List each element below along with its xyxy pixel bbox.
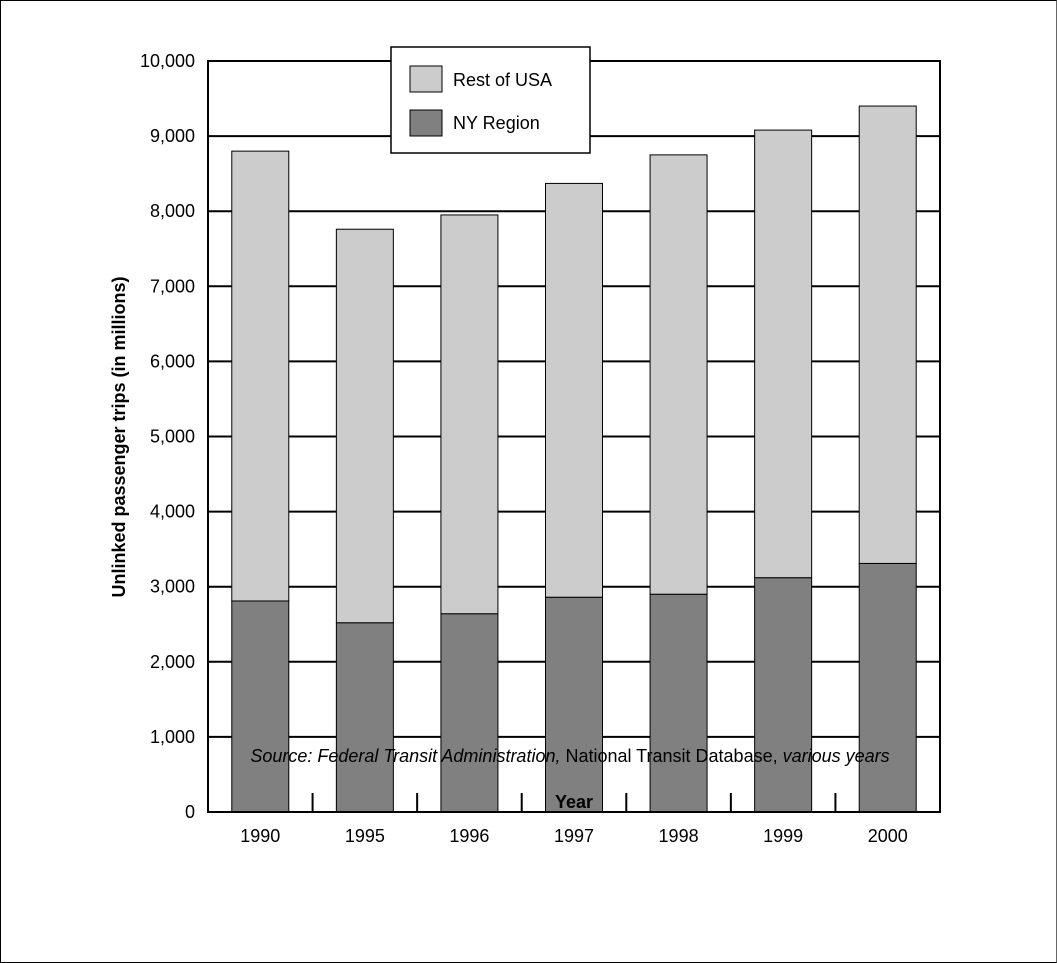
source-note: Source: Federal Transit Administration, … [0, 746, 1057, 767]
y-tick-label: 7,000 [150, 276, 195, 296]
x-tick-label: 1995 [345, 826, 385, 846]
y-axis-ticks: 0 1,000 2,000 3,000 4,000 5,000 6,000 7,000 8,00… [140, 51, 195, 822]
bar-rest-of-usa-1999 [754, 129, 813, 579]
bar-ny-region-1996 [440, 613, 499, 813]
x-tick-label: 1990 [240, 826, 280, 846]
y-tick-label: 10,000 [140, 51, 195, 71]
y-tick-label: 6,000 [150, 351, 195, 371]
bar-rest-of-usa-1997 [545, 182, 603, 598]
y-tick-label: 2,000 [150, 652, 195, 672]
legend-swatch-ny-region [409, 109, 443, 137]
y-tick-label: 5,000 [150, 427, 195, 447]
legend-swatch-rest-of-usa [409, 65, 443, 93]
y-axis-title: Unlinked passenger trips (in millions) [109, 276, 129, 597]
bar-rest-of-usa-2000 [858, 105, 917, 564]
x-tick-label: 1999 [763, 826, 803, 846]
y-tick-label: 9,000 [150, 126, 195, 146]
x-tick-label: 1997 [554, 826, 594, 846]
bar-ny-region-1997 [545, 596, 603, 813]
x-axis-title: Year [555, 792, 593, 812]
y-tick-label: 0 [185, 802, 195, 822]
bar-rest-of-usa-1996 [440, 214, 499, 615]
y-tick-label: 4,000 [150, 502, 195, 522]
legend-label-rest-of-usa: Rest of USA [453, 70, 552, 90]
legend-box [390, 46, 591, 154]
x-tick-label: 1996 [449, 826, 489, 846]
bar-ny-region-2000 [858, 562, 917, 813]
bar-ny-region-1999 [754, 577, 813, 813]
bar-rest-of-usa-1998 [649, 154, 708, 595]
bar-ny-region-1990 [231, 600, 290, 813]
x-tick-label: 2000 [868, 826, 908, 846]
y-tick-label: 1,000 [150, 727, 195, 747]
source-part-3: various years [782, 746, 890, 766]
source-part-1: Source: Federal Transit Administration, [250, 746, 561, 766]
y-tick-label: 3,000 [150, 577, 195, 597]
x-tick-label: 1998 [659, 826, 699, 846]
bars [231, 105, 917, 813]
y-tick-label: 8,000 [150, 201, 195, 221]
bar-ny-region-1995 [335, 622, 394, 813]
bar-ny-region-1998 [649, 593, 708, 813]
legend-label-ny-region: NY Region [453, 113, 540, 133]
legend: Rest of USA NY Region [390, 46, 591, 154]
x-axis-ticks: 1990 1995 1996 1997 1998 1999 2000 [207, 793, 941, 846]
bar-rest-of-usa-1995 [335, 228, 394, 624]
source-part-2: National Transit Database, [560, 746, 783, 766]
bar-rest-of-usa-1990 [231, 150, 290, 602]
